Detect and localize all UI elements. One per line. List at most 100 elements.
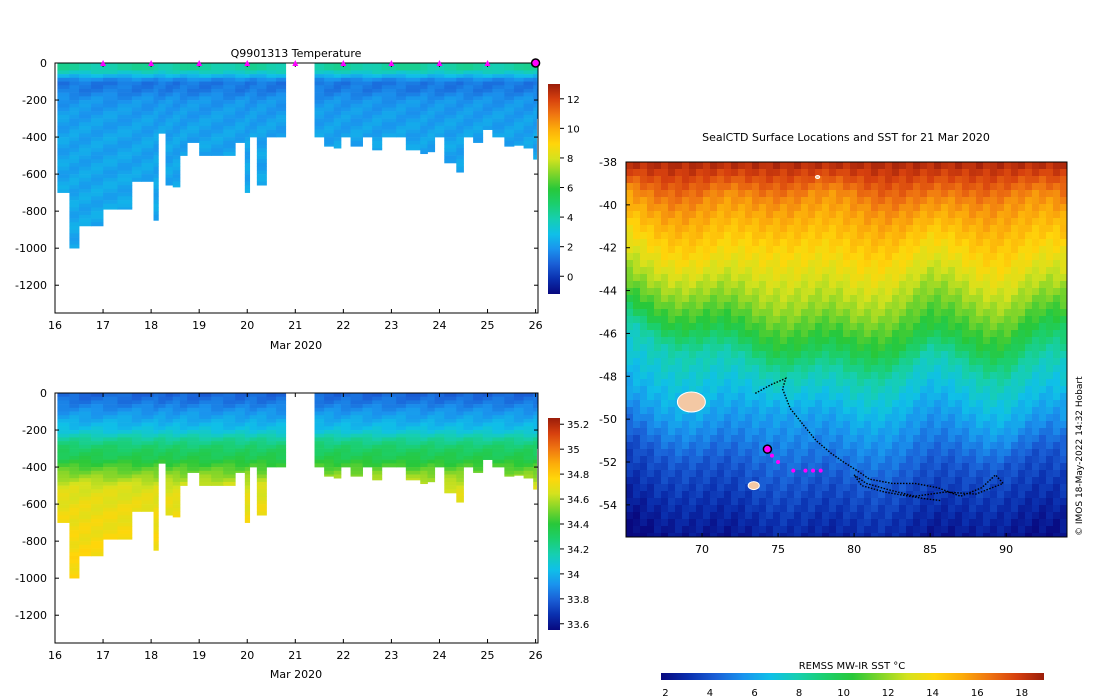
sst-cell [738, 274, 746, 282]
profile-cell [504, 400, 515, 405]
sst-cell [871, 253, 879, 261]
sst-cell [647, 281, 655, 289]
sst-cell [857, 393, 865, 401]
sst-cell [843, 225, 851, 233]
sst-cell [661, 323, 669, 331]
sst-cell [752, 344, 760, 352]
sst-cell [752, 183, 760, 191]
sst-cell [878, 225, 886, 233]
profile-cell [91, 400, 104, 405]
sst-cell [780, 176, 788, 184]
profile-cell [473, 470, 484, 473]
sst-cell [899, 267, 907, 275]
sst-cell [871, 302, 879, 310]
profile-cell [179, 455, 188, 460]
sst-cell [773, 239, 781, 247]
sst-cell [682, 449, 690, 457]
profile-cell [103, 129, 118, 134]
profile-cell [165, 181, 174, 186]
profile-cell [91, 140, 104, 145]
sst-cell [794, 477, 802, 485]
sst-cell [766, 351, 774, 359]
profile-cell [314, 81, 325, 86]
profile-cell [235, 418, 246, 423]
profile-cell [172, 129, 181, 134]
profile-cell [533, 151, 537, 156]
profile-cell [276, 81, 287, 86]
sst-cell [871, 309, 879, 317]
profile-column [482, 393, 493, 460]
sst-cell [696, 176, 704, 184]
sst-cell [892, 344, 900, 352]
sst-cell [829, 309, 837, 317]
sst-cell [752, 302, 760, 310]
profile-cell [266, 100, 277, 105]
profile-cell [91, 541, 104, 546]
sst-cell [647, 435, 655, 443]
sst-cell [752, 232, 760, 240]
sst-cell [906, 169, 914, 177]
profile-cell [69, 448, 80, 453]
profile-cell [57, 92, 70, 97]
sst-cell [892, 246, 900, 254]
profile-cell [103, 163, 118, 168]
profile-cell [350, 133, 363, 138]
profile-cell [131, 151, 142, 156]
profile-cell [244, 188, 251, 193]
sst-cell [682, 491, 690, 499]
sst-cell [773, 323, 781, 331]
profile-column [340, 393, 351, 468]
profile-cell [314, 418, 325, 423]
profile-cell [249, 455, 258, 460]
sst-cell [682, 337, 690, 345]
sst-cell [682, 414, 690, 422]
profile-cell [69, 455, 80, 460]
profile-cell [117, 444, 133, 449]
profile-column [235, 393, 246, 473]
profile-cell [427, 407, 436, 412]
sst-cell [689, 442, 697, 450]
profile-cell [172, 444, 181, 449]
profile-cell [276, 100, 287, 105]
sst-cell [752, 456, 760, 464]
sst-cell [843, 176, 851, 184]
profile-cell [158, 437, 166, 442]
sst-cell [626, 169, 634, 177]
profile-cell [420, 70, 428, 75]
profile-cell [199, 467, 212, 472]
sst-cell [738, 456, 746, 464]
profile-cell [456, 140, 464, 145]
profile-cell [79, 74, 92, 79]
profile-cell [79, 452, 92, 457]
profile-cell [57, 96, 70, 101]
sst-cell [703, 169, 711, 177]
profile-cell [141, 103, 154, 108]
sst-cell [885, 302, 893, 310]
sst-cell [836, 302, 844, 310]
sst-cell [633, 463, 641, 471]
profile-cell [153, 111, 159, 116]
sst-cell [759, 197, 767, 205]
sst-cell [738, 470, 746, 478]
profile-cell [165, 148, 174, 153]
profile-cell [79, 188, 92, 193]
sst-cell [661, 316, 669, 324]
sst-cell [815, 169, 823, 177]
sst-cell [640, 330, 648, 338]
sst-cell [892, 463, 900, 471]
profile-cell [456, 148, 464, 153]
sst-cell [710, 211, 718, 219]
profile-cell [249, 452, 258, 457]
sst-cell [654, 407, 662, 415]
sst-cell [836, 267, 844, 275]
profile-cell [324, 463, 335, 468]
profile-cell [372, 430, 383, 435]
sst-cell [857, 484, 865, 492]
profile-cell [158, 96, 166, 101]
profile-cell [276, 88, 287, 93]
profile-cell [324, 140, 335, 145]
profile-cell [396, 437, 407, 442]
profile-column [427, 393, 436, 483]
sst-cell [689, 330, 697, 338]
sst-cell [808, 253, 816, 261]
